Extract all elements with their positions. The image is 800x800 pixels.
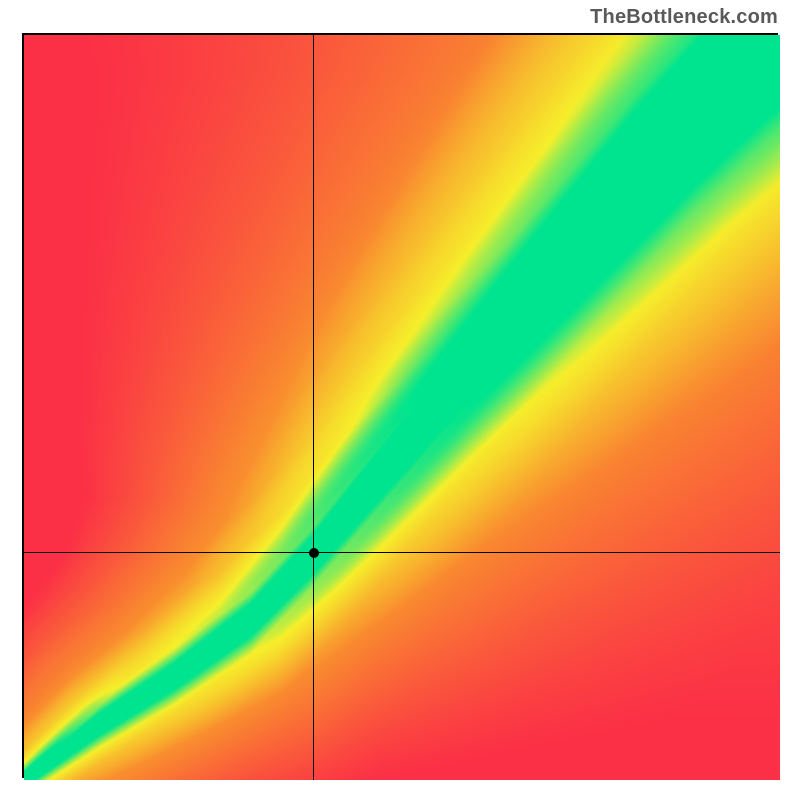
watermark-text: TheBottleneck.com <box>590 6 778 29</box>
crosshair-vertical <box>313 35 314 780</box>
heatmap-canvas <box>24 35 780 780</box>
data-point-marker <box>309 548 319 558</box>
plot-frame <box>22 33 778 778</box>
chart-container: TheBottleneck.com <box>0 0 800 800</box>
crosshair-horizontal <box>24 552 780 553</box>
